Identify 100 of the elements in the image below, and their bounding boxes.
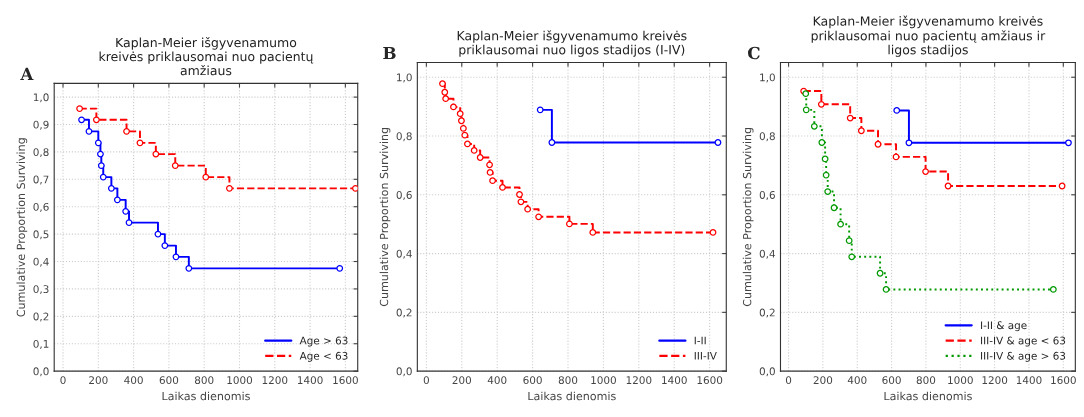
point [92, 116, 100, 124]
point [892, 153, 900, 161]
point [1049, 286, 1057, 293]
point [874, 140, 882, 148]
point [846, 114, 854, 122]
y-tick-label: 0,8 [759, 132, 775, 142]
y-tick-label: 1,0 [33, 93, 49, 103]
point [857, 127, 865, 135]
y-tick-label: 0,3 [33, 285, 49, 295]
point [536, 106, 544, 114]
text: B [383, 46, 396, 60]
point [123, 127, 130, 135]
y-tick-label: 0,0 [759, 367, 775, 377]
x-tick-label: 1600 [697, 376, 723, 385]
x-axis-title: Laikas dienomis [884, 391, 972, 401]
point [171, 162, 179, 170]
point [202, 173, 210, 181]
x-tick-label: 1600 [1051, 376, 1076, 385]
point [97, 150, 104, 158]
x-tick-label: 1200 [626, 376, 652, 385]
x-tick-label: 600 [882, 376, 901, 385]
point [714, 139, 722, 146]
point [489, 177, 496, 185]
y-tick-label: 0,0 [396, 367, 412, 377]
x-tick-label: 1000 [227, 376, 253, 385]
point [76, 105, 84, 113]
text: A [20, 67, 34, 80]
x-tick-label: 0 [60, 376, 66, 385]
point [336, 264, 344, 272]
x-tick-label: 600 [523, 376, 542, 385]
point [458, 117, 465, 125]
x-tick-label: 200 [89, 376, 108, 385]
x-tick-label: 400 [487, 376, 507, 385]
point [456, 110, 464, 118]
point [85, 127, 93, 135]
x-tick-label: 400 [847, 376, 867, 385]
point [944, 182, 952, 190]
legend-label: III-IV & age > 63 [981, 351, 1066, 362]
point [125, 219, 133, 227]
point [709, 229, 717, 236]
point [922, 168, 929, 175]
point [818, 139, 826, 146]
y-tick-label: 1,0 [760, 73, 775, 83]
point [476, 154, 484, 161]
point [154, 230, 162, 238]
point [517, 198, 525, 206]
x-axis-title: Laikas dienomis [528, 391, 616, 401]
point [535, 213, 543, 221]
point [548, 139, 556, 146]
point [845, 237, 853, 245]
y-tick-label: 0,6 [396, 191, 412, 200]
y-tick-label: 0,9 [33, 120, 49, 130]
point [824, 188, 832, 195]
x-tick-label: 0 [423, 376, 429, 385]
point [459, 124, 467, 132]
x-tick-label: 800 [916, 376, 936, 385]
point [97, 162, 105, 170]
point [486, 169, 494, 176]
legend-label: III-IV & age < 63 [981, 336, 1066, 347]
y-tick-label: 0,4 [33, 257, 49, 267]
point [113, 196, 121, 204]
point [589, 229, 597, 236]
y-axis-title: Cumulative Proportion Surviving [379, 127, 391, 307]
legend-label: Age > 63 [299, 336, 348, 347]
y-tick-label: 0,4 [396, 249, 412, 259]
y-axis-title: Cumulative Proportion Surviving [16, 138, 28, 317]
point [470, 147, 478, 154]
chart-title: Kaplan-Meier išgyvenamumo kreivės priklausomai nuo pacientų amžiaus [99, 37, 314, 76]
point [107, 184, 115, 192]
point [817, 100, 825, 108]
point [152, 150, 160, 158]
y-tick-label: 0,2 [396, 308, 412, 318]
x-tick-label: 1000 [948, 376, 973, 385]
point [566, 220, 573, 228]
y-tick-label: 0,7 [33, 175, 49, 185]
point [516, 191, 523, 198]
point [78, 116, 85, 124]
point [441, 88, 449, 96]
point [161, 242, 169, 250]
x-tick-label: 1400 [297, 376, 323, 385]
x-tick-label: 200 [813, 376, 833, 385]
x-tick-label: 400 [124, 376, 143, 385]
legend-label: I-II & age [981, 321, 1027, 332]
point [352, 184, 358, 192]
point [837, 220, 844, 228]
legend-label: I-II [694, 336, 706, 345]
point [1058, 182, 1066, 190]
point [94, 139, 102, 147]
x-tick-label: 600 [159, 376, 179, 385]
point [464, 140, 471, 148]
x-tick-label: 1400 [662, 376, 687, 385]
point [461, 131, 469, 139]
point [486, 161, 493, 169]
point [450, 103, 457, 111]
point [822, 171, 830, 179]
x-tick-label: 1200 [262, 376, 288, 385]
y-axis-title: Cumulative Proportion Surviving [742, 127, 754, 307]
y-tick-label: 0,2 [759, 308, 775, 318]
x-tick-label: 1400 [1016, 376, 1042, 385]
point [442, 95, 450, 103]
